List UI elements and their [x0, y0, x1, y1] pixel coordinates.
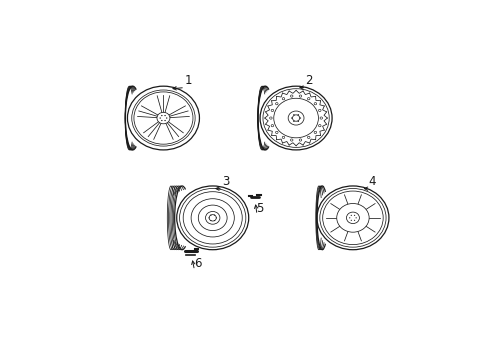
Ellipse shape	[355, 217, 356, 219]
Ellipse shape	[348, 217, 349, 219]
Ellipse shape	[299, 117, 301, 119]
Text: 5: 5	[256, 202, 263, 215]
Ellipse shape	[353, 215, 354, 216]
Ellipse shape	[164, 115, 165, 116]
Text: 4: 4	[367, 175, 375, 188]
Ellipse shape	[165, 117, 167, 119]
Ellipse shape	[164, 120, 165, 121]
Text: 1: 1	[184, 74, 191, 87]
Text: 2: 2	[305, 74, 312, 87]
Ellipse shape	[353, 220, 354, 221]
Ellipse shape	[263, 89, 328, 147]
Ellipse shape	[209, 215, 216, 221]
Ellipse shape	[287, 111, 304, 125]
Ellipse shape	[159, 117, 161, 119]
Ellipse shape	[179, 189, 245, 247]
Ellipse shape	[297, 114, 298, 115]
Ellipse shape	[322, 191, 383, 244]
Ellipse shape	[350, 220, 351, 221]
Ellipse shape	[208, 217, 209, 219]
Ellipse shape	[134, 92, 193, 144]
Ellipse shape	[161, 115, 162, 116]
Ellipse shape	[290, 117, 292, 119]
Ellipse shape	[350, 215, 351, 216]
Ellipse shape	[191, 199, 234, 237]
Ellipse shape	[297, 121, 298, 122]
Ellipse shape	[210, 220, 211, 221]
Text: 3: 3	[222, 175, 229, 188]
Text: 6: 6	[193, 257, 201, 270]
Ellipse shape	[131, 90, 195, 146]
Ellipse shape	[215, 217, 217, 219]
Ellipse shape	[210, 215, 211, 216]
Ellipse shape	[292, 115, 299, 121]
Ellipse shape	[336, 203, 368, 232]
Ellipse shape	[161, 120, 162, 121]
Ellipse shape	[293, 121, 294, 122]
Ellipse shape	[198, 205, 226, 231]
Ellipse shape	[293, 114, 294, 115]
Ellipse shape	[319, 189, 385, 247]
Ellipse shape	[213, 220, 215, 221]
Ellipse shape	[183, 192, 242, 244]
Ellipse shape	[273, 98, 318, 138]
Ellipse shape	[213, 215, 215, 216]
Ellipse shape	[346, 212, 359, 224]
Ellipse shape	[205, 211, 220, 224]
Ellipse shape	[157, 112, 170, 124]
